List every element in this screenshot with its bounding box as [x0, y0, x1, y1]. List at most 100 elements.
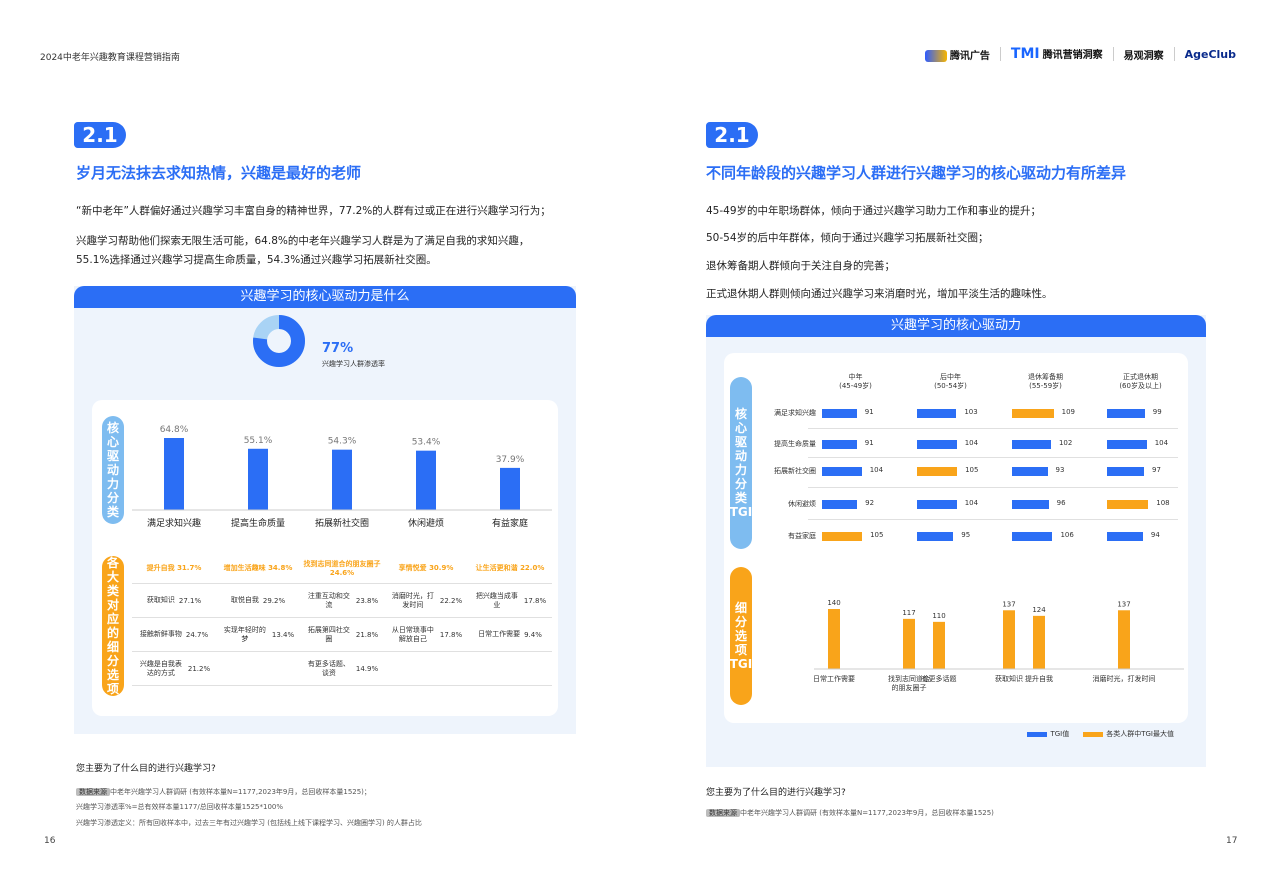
sub-cell-value: 29.2%: [262, 596, 286, 605]
analysys-logo: 易观洞察: [1123, 50, 1164, 62]
sub-tgi-bar: [933, 621, 945, 669]
row-divider: [808, 427, 1178, 429]
paragraph: 50-54岁的后中年群体，倾向于通过兴趣学习拓展新社交圈；: [706, 232, 989, 244]
sub-cell-name: 实现年轻时的梦: [223, 625, 266, 643]
tgi-bar: [917, 532, 954, 541]
sub-table-header: 提升自我 31.7% 增加生活趣味 34.8% 找到志同道合的朋友圈子 24.6% 享…: [132, 552, 552, 584]
sub-cell: 兴趣是自我表达的方式 21.2%: [132, 660, 216, 678]
sub-cell-value: 21.8%: [355, 630, 379, 639]
tgi-bar: [1107, 532, 1143, 541]
sub-tgi-label: 消磨时光，打发时间: [1093, 674, 1156, 683]
tgi-row-label: 休闲避烦: [788, 500, 816, 508]
tgi-value: 103: [964, 408, 978, 416]
tgi-value: 102: [1058, 439, 1073, 447]
tgi-value: 104: [869, 466, 884, 474]
sub-cell-name: 兴趣是自我表达的方式: [139, 659, 182, 677]
tgi-bar: [917, 467, 958, 476]
sub-cell-name: 拓展第四社交圈: [307, 625, 350, 643]
sub-header-cell: 增加生活趣味 34.8%: [216, 563, 300, 573]
tgi-value: 95: [961, 531, 971, 539]
panel-title: 兴趣学习的核心驱动力: [706, 315, 1206, 337]
tmi-logo: TMI 腾讯营销洞察: [1010, 46, 1103, 62]
source-tag: 数据来源: [706, 809, 740, 817]
tgi-value: 97: [1152, 466, 1161, 474]
data-source: 数据来源 中老年兴趣学习人群调研 (有效样本量N=1177,2023年9月，总回收…: [76, 787, 371, 797]
axis-label-subtgi: 细分选项TGI: [730, 567, 752, 705]
sub-cell-value: 21.2%: [187, 664, 211, 673]
sub-cell: 消磨时光，打发时间 22.2%: [384, 592, 468, 610]
column-header: 退休筹备期 (55-59岁): [998, 373, 1093, 391]
sub-cell-name: 取悦自我: [230, 596, 259, 604]
sub-tgi-bar: [903, 618, 915, 669]
sub-cell-value: 9.4%: [524, 630, 542, 639]
tmi-icon: TMI: [1010, 46, 1040, 62]
data-source: 数据来源 中老年兴趣学习人群调研 (有效样本量N=1177,2023年9月，总回收…: [706, 808, 994, 818]
sub-tgi-value: 117: [902, 609, 915, 617]
driver-bar-chart: 64.8% 满足求知兴趣 55.1% 提高生命质量 54.3% 拓展新社交圈 53.4% 休闲…: [132, 425, 552, 529]
tgi-row-label: 有益家庭: [788, 532, 816, 540]
axis-label-tgi: 核心驱动力分类TGI: [730, 377, 752, 549]
section-number: 2.1: [74, 122, 126, 148]
tgi-value: 93: [1055, 466, 1065, 474]
sub-header-cell: 提升自我 31.7%: [132, 563, 216, 573]
tgi-value: 91: [864, 439, 874, 447]
note: 兴趣学习渗透定义：所有回收样本中，过去三年有过兴趣学习 (包括线上线下课程学习、…: [76, 819, 422, 827]
paragraph: 正式退休期人群则倾向通过兴趣学习来消磨时光，增加平淡生活的趣味性。: [706, 288, 1053, 300]
driver-bar: [500, 467, 520, 510]
tgi-bar: [1012, 467, 1048, 476]
paragraph: 45-49岁的中年职场群体，倾向于通过兴趣学习助力工作和事业的提升；: [706, 205, 1042, 217]
tgi-bar: [822, 467, 862, 476]
sub-cell-name: 从日常琐事中解放自己: [391, 625, 434, 643]
tgi-bar: [822, 440, 857, 449]
driver-bar: [416, 450, 436, 510]
tgi-value: 105: [870, 531, 884, 539]
sub-header-name: 找到志同道合的朋友圈子: [303, 559, 381, 568]
tgi-value: 106: [1060, 531, 1074, 539]
column-name: 中年: [848, 373, 863, 381]
tencent-ads-logo: 腾讯广告: [924, 47, 990, 62]
sub-tgi-bar-chart: 140 日常工作需要 117 找到志同道合的朋友圈子 110 有更多话题 137 获取知识 12…: [814, 599, 1184, 692]
tgi-bar: [822, 409, 857, 418]
sub-header-cell: 找到志同道合的朋友圈子 24.6%: [300, 559, 384, 577]
sub-tgi-value: 124: [1032, 606, 1046, 614]
tencent-ads-icon: [924, 49, 947, 62]
sub-cell-name: 有更多话题、谈资: [307, 659, 350, 677]
document-title: 2024中老年兴趣教育课程营销指南: [40, 53, 180, 63]
note: 兴趣学习渗透率%=总有效样本量1177/总回收样本量1525*100%: [76, 803, 284, 811]
sub-cell: 有更多话题、谈资 14.9%: [300, 660, 384, 678]
tgi-value: 105: [965, 466, 979, 474]
sub-cell: 获取知识 27.1%: [132, 596, 216, 605]
paragraph: 兴趣学习帮助他们探索无限生活可能，64.8%的中老年兴趣学习人群是为了满足自我的…: [76, 235, 530, 247]
paragraph: 55.1%选择通过兴趣学习提高生命质量，54.3%通过兴趣学习拓展新社交圈。: [76, 254, 437, 266]
tgi-value: 108: [1156, 499, 1170, 507]
sub-cell-name: 把兴趣当成事业: [475, 591, 518, 609]
bar-category-label: 有益家庭: [492, 517, 528, 529]
driver-bar: [164, 438, 184, 510]
sub-cell-value: 22.2%: [439, 596, 463, 605]
source-tag: 数据来源: [76, 788, 110, 796]
sub-table-row: 兴趣是自我表达的方式 21.2% 有更多话题、谈资 14.9%: [132, 652, 552, 686]
page-number: 16: [44, 836, 56, 846]
sub-cell: 接触新鲜事物 24.7%: [132, 630, 216, 639]
sub-tgi-label: 获取知识: [995, 674, 1023, 683]
sub-tgi-value: 140: [827, 599, 840, 607]
bar-value-label: 54.3%: [328, 437, 357, 447]
sub-cell: 实现年轻时的梦 13.4%: [216, 626, 300, 644]
tgi-value: 96: [1056, 499, 1066, 507]
legend-swatch: [1027, 731, 1048, 737]
sub-header-value: 31.7%: [177, 563, 202, 572]
sub-header-value: 34.8%: [268, 563, 293, 572]
sub-cell-name: 消磨时光，打发时间: [391, 591, 434, 609]
sub-tgi-bar: [828, 609, 840, 669]
sub-cell: 注重互动和交流 23.8%: [300, 592, 384, 610]
sub-header-name: 提升自我: [146, 563, 178, 572]
bar-category-label: 提高生命质量: [231, 517, 285, 529]
sub-tgi-label: 有更多话题: [922, 674, 957, 683]
axis-label-subitems: 各大类对应的细分选项: [102, 556, 124, 696]
row-divider: [808, 519, 1178, 520]
sub-cell: 日常工作需要 9.4%: [468, 630, 552, 639]
sub-header-value: 22.0%: [520, 563, 545, 572]
sub-tgi-value: 137: [1117, 600, 1130, 608]
sub-cell-name: 接触新鲜事物: [139, 630, 182, 638]
column-header: 中年 (45-49岁): [808, 373, 903, 391]
